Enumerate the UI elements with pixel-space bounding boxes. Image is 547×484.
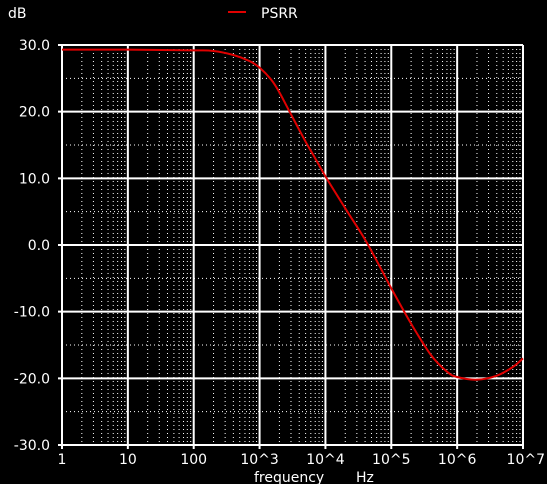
y-tick-label: 10.0: [19, 171, 50, 187]
legend-label: PSRR: [261, 6, 298, 22]
x-tick-label: 10^7: [507, 452, 545, 468]
x-tick-label: 10^3: [240, 452, 278, 468]
y-tick-label: -10.0: [14, 305, 50, 321]
x-tick-label: 100: [180, 452, 207, 468]
x-tick-label: 10^6: [438, 452, 477, 468]
y-tick-label: 0.0: [28, 238, 50, 254]
y-tick-label: 30.0: [19, 38, 50, 54]
x-tick-label: 10^5: [372, 452, 410, 468]
x-axis-unit: Hz: [356, 470, 374, 484]
x-tick-label: 10^4: [306, 452, 345, 468]
x-axis-label: frequency: [254, 470, 324, 484]
psrr-series-line: [61, 48, 524, 381]
y-tick-label: 20.0: [19, 105, 50, 121]
x-tick-label: 1: [58, 452, 67, 468]
y-axis-label: dB: [8, 6, 27, 22]
y-tick-label: -20.0: [14, 371, 50, 387]
x-tick-label: 10: [119, 452, 137, 468]
y-tick-label: -30.0: [14, 438, 50, 454]
